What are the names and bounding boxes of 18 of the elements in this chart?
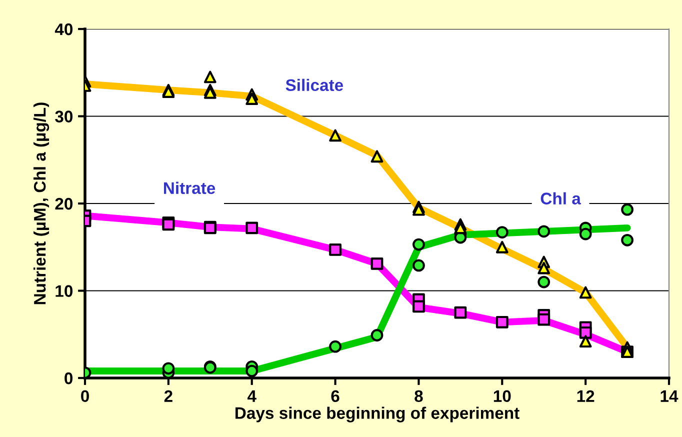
x-tick-label: 14 bbox=[660, 390, 678, 402]
x-tick-label: 0 bbox=[81, 390, 89, 402]
series-label: Silicate bbox=[286, 78, 344, 92]
x-tick-label: 2 bbox=[164, 390, 172, 402]
series-label: Nitrate bbox=[164, 182, 216, 194]
y-tick-label: 0 bbox=[64, 372, 73, 384]
x-tick-label: 10 bbox=[494, 390, 511, 402]
y-tick-label: 20 bbox=[55, 198, 73, 210]
x-tick-label: 12 bbox=[577, 390, 594, 402]
y-tick-label: 30 bbox=[55, 110, 73, 122]
y-tick-label: 40 bbox=[54, 23, 73, 36]
x-tick-label: 6 bbox=[331, 390, 340, 402]
y-tick-label: 10 bbox=[56, 285, 73, 297]
x-tick-label: 8 bbox=[414, 390, 423, 402]
x-tick-label: 4 bbox=[247, 390, 256, 402]
series-label: Chl a bbox=[540, 192, 582, 204]
y-axis-title: Nutrient (µM), Chl a (µg/L) bbox=[33, 102, 50, 304]
x-axis-title: Days since beginning of experiment bbox=[236, 406, 520, 422]
